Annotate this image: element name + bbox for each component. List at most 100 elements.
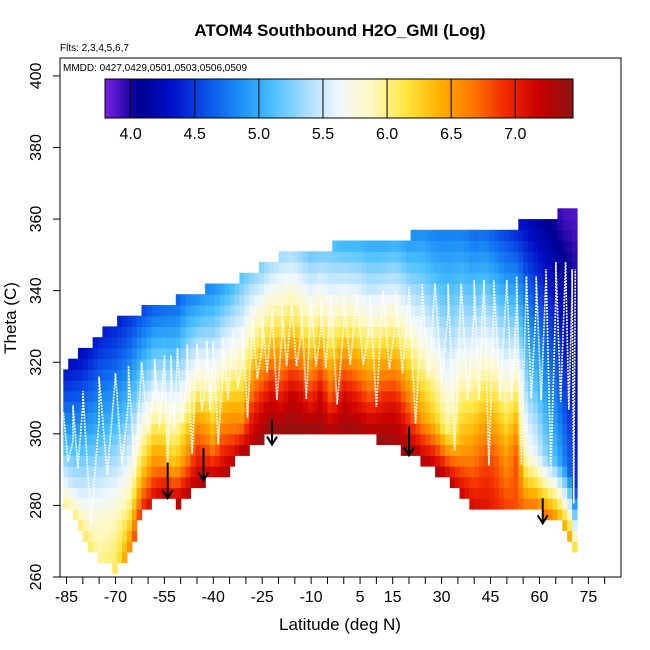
colorbar-swatch [253, 79, 258, 118]
heat-cell [386, 380, 392, 392]
heat-cell [557, 498, 563, 510]
heat-cell [425, 423, 431, 435]
heat-cell [479, 283, 485, 295]
heat-cell [567, 455, 573, 467]
heat-cell [410, 337, 417, 349]
heat-cell [254, 326, 260, 338]
heat-cell [415, 337, 421, 349]
heat-cell [356, 272, 363, 285]
heat-cell [63, 444, 69, 456]
heat-cell [464, 229, 470, 242]
heat-cell [386, 401, 392, 413]
heat-cell [572, 369, 578, 381]
heat-cell [537, 358, 544, 370]
heat-cell [562, 208, 568, 220]
heat-cell [146, 412, 152, 424]
heat-cell [552, 412, 558, 424]
heat-cell [469, 369, 475, 381]
heat-cell [249, 347, 255, 360]
heat-cell [518, 337, 524, 349]
heat-cell [97, 530, 103, 542]
heat-cell [557, 272, 563, 285]
heat-cell [449, 455, 456, 467]
heat-cell [337, 315, 343, 327]
heat-cell [410, 326, 417, 338]
heat-cell [200, 433, 206, 446]
heat-cell [317, 262, 324, 274]
heat-cell [244, 337, 250, 349]
heat-cell [249, 412, 255, 424]
heat-cell [562, 433, 568, 446]
heat-cell [425, 455, 431, 467]
heat-cell [259, 283, 265, 295]
heat-cell [420, 369, 426, 381]
heat-cell [224, 401, 231, 413]
heat-cell [131, 444, 138, 456]
heat-cell [376, 326, 382, 338]
heat-cell [547, 401, 554, 413]
heat-cell [200, 423, 206, 435]
heat-cell [420, 358, 426, 370]
heat-cell [205, 433, 211, 446]
heat-cell [440, 305, 446, 317]
heat-cell [117, 509, 123, 521]
heat-cell [366, 347, 373, 360]
heat-cell [440, 240, 446, 252]
heat-cell [415, 347, 421, 360]
heat-cell [117, 444, 123, 456]
heat-cell [195, 337, 201, 349]
heat-cell [136, 487, 143, 499]
colorbar-swatch [261, 79, 266, 118]
heat-cell [92, 519, 99, 531]
heat-cell [400, 240, 407, 252]
heat-cell [567, 240, 573, 252]
heat-cell [371, 272, 377, 285]
heat-cell [170, 476, 177, 489]
heat-cell [254, 294, 260, 306]
heat-cell [322, 326, 329, 338]
heat-cell [381, 240, 387, 252]
heat-cell [474, 466, 480, 478]
heat-cell [166, 337, 172, 349]
heat-cell [342, 369, 348, 381]
heat-cell [283, 401, 289, 413]
heat-cell [440, 412, 446, 424]
heat-cell [474, 294, 480, 306]
heat-cell [405, 390, 412, 403]
heat-cell [532, 390, 539, 403]
heat-cell [528, 326, 534, 338]
heat-cell [312, 283, 319, 295]
colorbar-swatch [397, 79, 402, 118]
heat-cell [523, 412, 529, 424]
heat-cell [449, 262, 456, 274]
heat-cell [528, 466, 534, 478]
heat-cell [405, 251, 412, 263]
heat-cell [278, 283, 284, 295]
heat-cell [219, 455, 226, 467]
heat-cell [537, 262, 544, 274]
heat-cell [254, 412, 260, 424]
heat-cell [547, 337, 554, 349]
heat-cell [395, 294, 402, 306]
heat-cell [337, 240, 343, 252]
heat-cell [112, 337, 118, 349]
heat-cell [405, 315, 412, 327]
heat-cell [288, 272, 294, 285]
heat-cell [410, 240, 417, 252]
heat-cell [562, 509, 568, 521]
heat-cell [122, 455, 128, 467]
heat-cell [415, 423, 421, 435]
heat-cell [449, 412, 456, 424]
heat-cell [92, 509, 99, 521]
heat-cell [303, 369, 309, 381]
heat-cell [572, 208, 578, 220]
heat-cell [444, 240, 451, 252]
heat-cell [493, 380, 500, 392]
heat-cell [572, 476, 578, 489]
heat-cell [425, 412, 431, 424]
heat-cell [259, 412, 265, 424]
heat-cell [356, 390, 363, 403]
heat-cell [117, 466, 123, 478]
heat-cell [454, 283, 461, 295]
heat-cell [469, 272, 475, 285]
